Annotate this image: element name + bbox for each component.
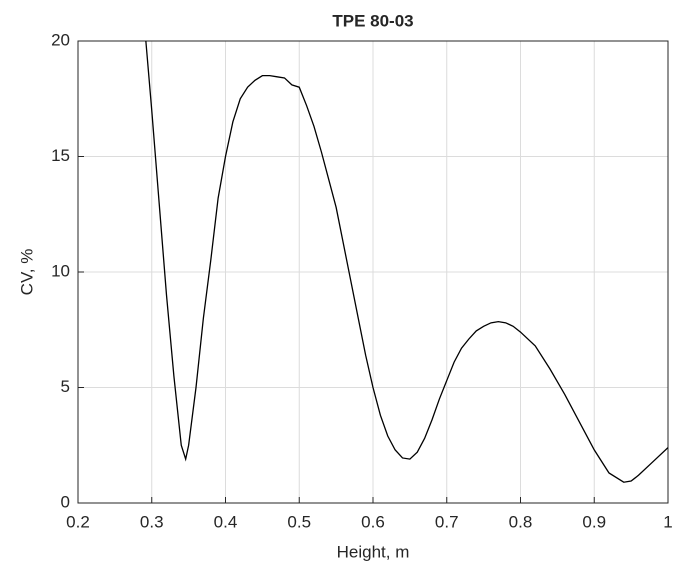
x-tick-label: 0.6 — [361, 512, 385, 531]
plot-frame — [77, 40, 669, 504]
y-axis-label: CV, % — [17, 249, 36, 296]
x-axis-label: Height, m — [337, 542, 410, 561]
x-tick-label: 0.3 — [140, 512, 164, 531]
x-tick-label: 0.2 — [66, 512, 90, 531]
chart-title: TPE 80-03 — [332, 11, 413, 30]
y-tick-label: 20 — [51, 30, 70, 49]
y-tick-label: 5 — [61, 377, 70, 396]
data-line — [145, 41, 668, 483]
x-tick-label: 0.4 — [214, 512, 238, 531]
x-tick-label: 0.8 — [509, 512, 533, 531]
y-tick-label: 15 — [51, 146, 70, 165]
x-tick-label: 0.7 — [435, 512, 459, 531]
x-tick-label: 0.9 — [582, 512, 606, 531]
x-tick-label: 0.5 — [287, 512, 311, 531]
x-tick-label: 1 — [663, 512, 672, 531]
y-tick-label: 10 — [51, 261, 70, 280]
y-tick-label: 0 — [61, 492, 70, 511]
